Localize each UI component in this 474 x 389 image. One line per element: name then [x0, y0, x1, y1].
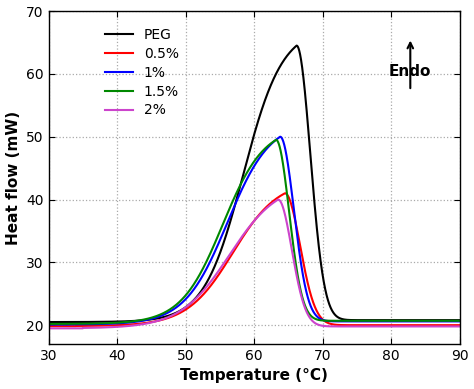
- 0.5%: [219, 268, 224, 273]
- 1.5%: [46, 322, 52, 326]
- 1.5%: [273, 138, 279, 142]
- Text: Endo: Endo: [389, 64, 431, 79]
- 1%: [345, 319, 350, 324]
- Line: 2%: 2%: [49, 200, 460, 328]
- X-axis label: Temperature (°C): Temperature (°C): [180, 368, 328, 384]
- 2%: [222, 260, 228, 265]
- PEG: [241, 170, 247, 174]
- 2%: [241, 231, 247, 236]
- 0.5%: [457, 323, 463, 328]
- 0.5%: [345, 323, 350, 328]
- 1%: [46, 322, 52, 327]
- Line: PEG: PEG: [49, 46, 460, 322]
- 2%: [345, 324, 350, 329]
- PEG: [444, 318, 450, 322]
- 2%: [275, 197, 281, 202]
- PEG: [345, 317, 350, 322]
- 1%: [277, 134, 283, 139]
- 0.5%: [46, 324, 52, 328]
- PEG: [294, 43, 300, 48]
- PEG: [457, 318, 463, 322]
- PEG: [222, 238, 228, 242]
- 0.5%: [424, 323, 429, 328]
- Line: 1%: 1%: [49, 137, 460, 324]
- 2%: [457, 324, 463, 329]
- 2%: [46, 326, 52, 331]
- Y-axis label: Heat flow (mW): Heat flow (mW): [6, 110, 20, 245]
- PEG: [424, 318, 429, 322]
- Line: 1.5%: 1.5%: [49, 140, 460, 324]
- Legend: PEG, 0.5%, 1%, 1.5%, 2%: PEG, 0.5%, 1%, 1.5%, 2%: [105, 28, 179, 117]
- 1%: [424, 319, 429, 324]
- 0.5%: [282, 191, 288, 196]
- 1%: [222, 227, 228, 232]
- 2%: [444, 324, 450, 329]
- 1.5%: [444, 319, 450, 323]
- 1.5%: [345, 319, 350, 323]
- 1.5%: [457, 319, 463, 323]
- 0.5%: [241, 233, 247, 238]
- Line: 0.5%: 0.5%: [49, 193, 460, 326]
- 2%: [219, 265, 224, 269]
- 1.5%: [241, 176, 247, 180]
- 1%: [241, 183, 247, 187]
- 1.5%: [222, 218, 228, 223]
- 1%: [457, 319, 463, 324]
- PEG: [46, 320, 52, 324]
- 0.5%: [222, 263, 228, 268]
- 1.5%: [424, 319, 429, 323]
- 0.5%: [444, 323, 450, 328]
- PEG: [219, 247, 224, 252]
- 1.5%: [219, 226, 224, 230]
- 2%: [424, 324, 429, 329]
- 1%: [219, 235, 224, 240]
- 1%: [444, 319, 450, 324]
